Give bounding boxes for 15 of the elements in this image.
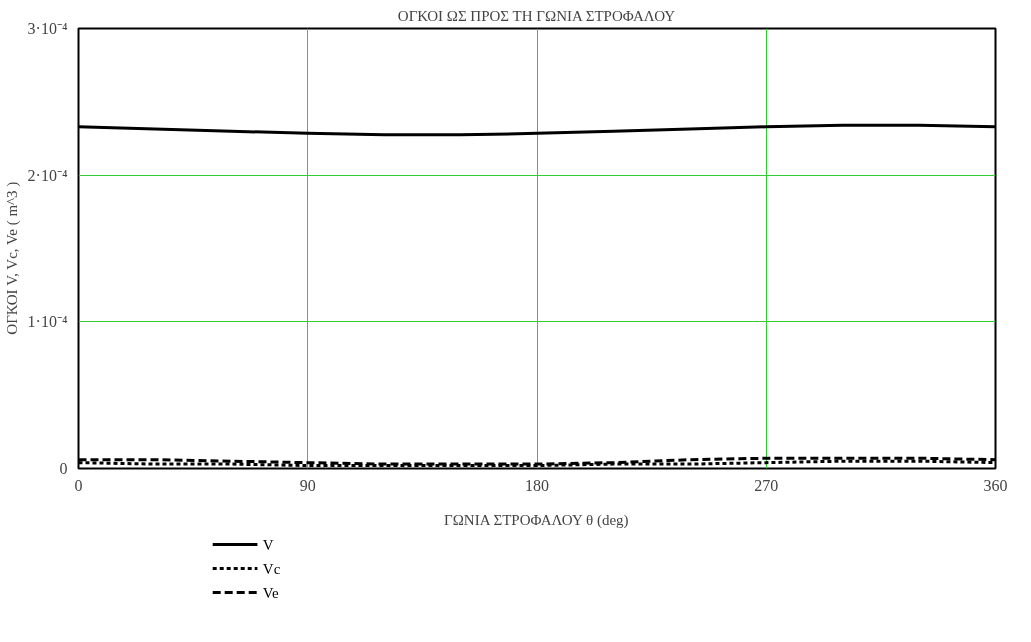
x-tick-label: 0	[74, 476, 83, 494]
y-tick-label: 3·10⁻⁴	[27, 20, 68, 37]
legend-label: V	[262, 536, 274, 553]
x-tick-label: 90	[299, 476, 316, 494]
chart-title: ΟΓΚΟΙ ΩΣ ΠΡΟΣ ΤΗ ΓΩΝΙΑ ΣΤΡΟΦΑΛΟΥ	[397, 7, 676, 24]
y-tick-label: 2·10⁻⁴	[27, 166, 68, 184]
y-tick-label: 0	[59, 460, 68, 477]
x-tick-label: 360	[983, 476, 1008, 494]
legend-label: Ve	[262, 584, 279, 601]
y-tick-label: 1·10⁻⁴	[27, 313, 68, 331]
y-axis-title: ΟΓΚΟΙ V, Vc, Ve ( m^3 )	[3, 181, 21, 335]
x-tick-label: 270	[754, 476, 779, 494]
x-axis-title: ΓΩΝΙΑ ΣΤΡΟΦΑΛΟΥ θ (deg)	[444, 511, 629, 529]
x-tick-label: 180	[525, 476, 549, 494]
legend-label: Vc	[262, 560, 281, 577]
